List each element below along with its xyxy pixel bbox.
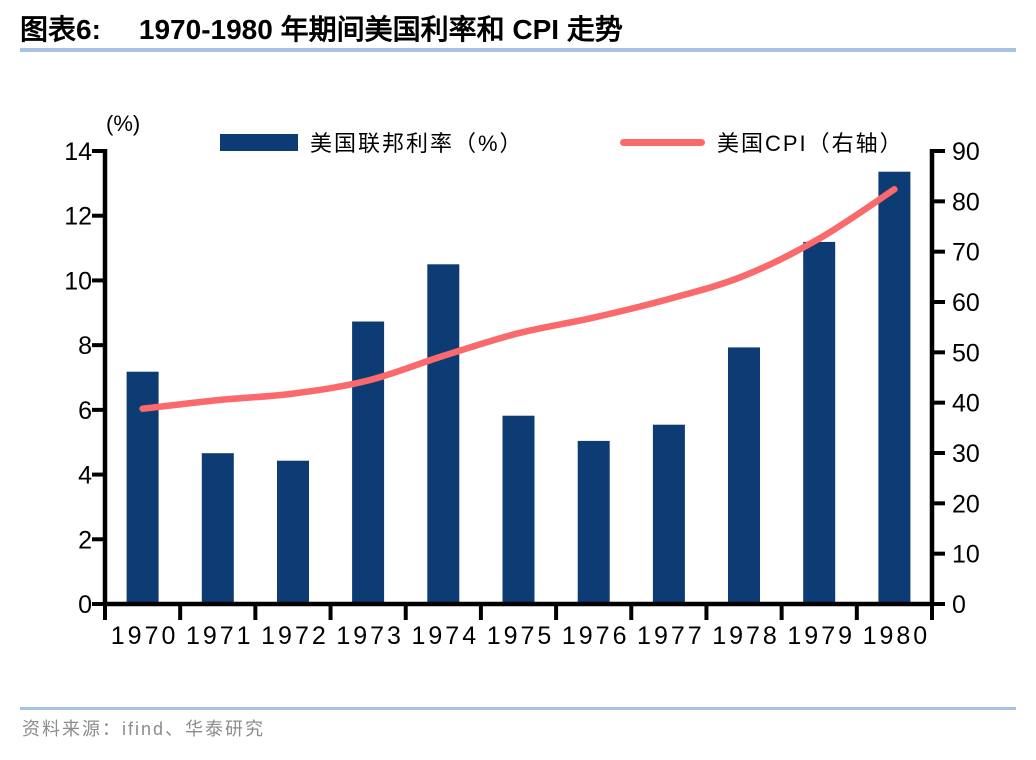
bar-1978: [728, 347, 760, 604]
bar-1971: [201, 453, 234, 604]
left-axis-tick-label: 2: [78, 526, 92, 554]
left-axis-tick-label: 6: [78, 397, 92, 425]
left-axis-tick-label: 14: [64, 138, 92, 166]
legend-item-fed-rate: 美国联邦利率（%）: [220, 128, 524, 156]
right-axis-tick-label: 70: [952, 239, 980, 267]
right-axis-tick-label: 10: [952, 541, 980, 569]
x-tick-label-1974: 1974: [412, 622, 480, 650]
figure-title: 图表6: 1970-1980 年期间美国利率和 CPI 走势: [20, 8, 623, 48]
left-axis-tick-label: 0: [78, 591, 92, 619]
line-series-swatch: [620, 138, 705, 146]
right-axis-tick-label: 80: [952, 188, 980, 216]
bar-1979: [803, 241, 836, 604]
bar-1973: [352, 321, 385, 604]
figure-title-text: 1970-1980 年期间美国利率和 CPI 走势: [138, 14, 623, 45]
right-axis-tick-label: 30: [952, 440, 980, 468]
bar-1977: [652, 424, 685, 604]
source-note: 资料来源：ifind、华泰研究: [22, 715, 265, 741]
right-axis-tick-label: 20: [952, 490, 980, 518]
right-axis-tick-label: 60: [952, 289, 980, 317]
bar-1980: [878, 171, 911, 604]
bar-1975: [502, 415, 535, 604]
figure-number: 图表6:: [20, 14, 101, 45]
cpi-line: [139, 186, 898, 412]
legend-label-fed-rate: 美国联邦利率（%）: [310, 131, 524, 156]
bar-1976: [577, 440, 610, 604]
source-label: 资料来源：: [22, 719, 122, 739]
legend-label-cpi: 美国CPI（右轴）: [717, 131, 904, 156]
x-tick-label-1976: 1976: [562, 622, 630, 650]
x-tick-label-1971: 1971: [186, 622, 254, 650]
x-tick-label-1975: 1975: [487, 622, 555, 650]
left-axis-tick-label: 8: [78, 332, 92, 360]
left-axis-tick-label: 10: [64, 267, 92, 295]
x-tick-label-1979: 1979: [787, 622, 855, 650]
x-tick-label-1970: 1970: [111, 622, 179, 650]
x-tick-label-1978: 1978: [712, 622, 780, 650]
left-axis-unit-label: (%): [106, 111, 141, 136]
source-value: ifind、华泰研究: [122, 719, 266, 739]
bar-series-swatch: [220, 133, 298, 151]
x-tick-label-1980: 1980: [863, 622, 931, 650]
legend-item-cpi: 美国CPI（右轴）: [620, 128, 904, 156]
x-tick-label-1973: 1973: [336, 622, 404, 650]
left-axis-tick-label: 4: [78, 462, 92, 490]
right-axis-tick-label: 0: [952, 591, 966, 619]
bar-1972: [277, 460, 309, 604]
right-axis-tick-label: 50: [952, 339, 980, 367]
x-tick-label-1977: 1977: [637, 622, 705, 650]
right-axis-tick-label: 40: [952, 390, 980, 418]
title-divider: [20, 48, 1016, 52]
footer-divider: [20, 707, 1016, 710]
x-tick-label-1972: 1972: [261, 622, 329, 650]
bar-1974: [427, 264, 460, 605]
left-axis-tick-label: 12: [64, 203, 92, 231]
right-axis-tick-label: 90: [952, 138, 980, 166]
